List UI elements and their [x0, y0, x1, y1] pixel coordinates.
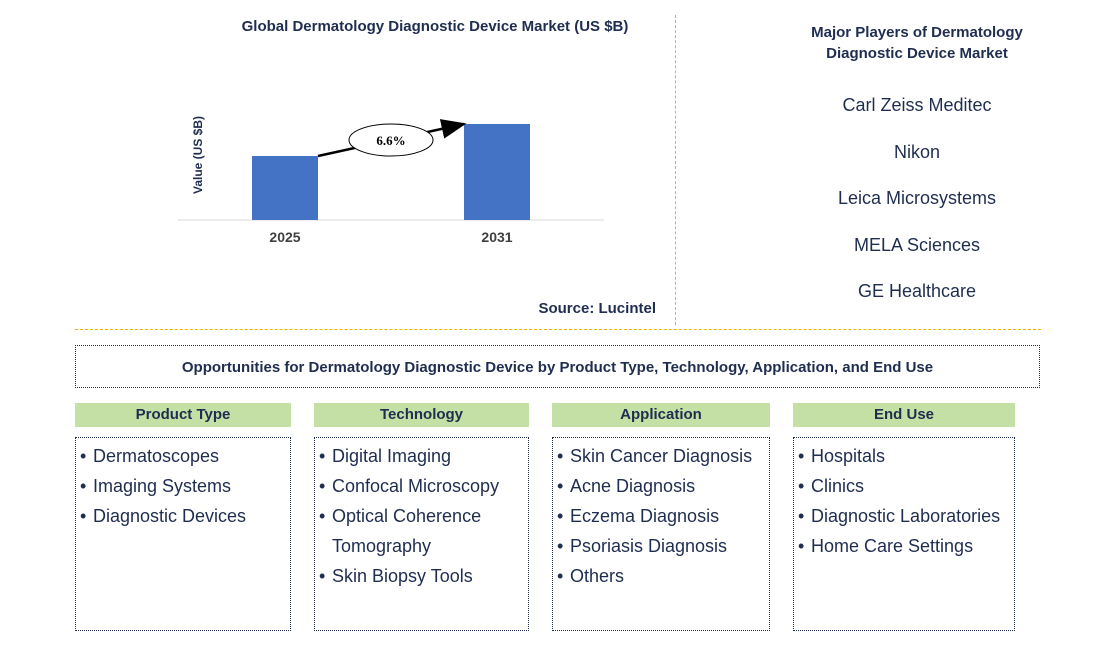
- x-tick-label: 2031: [481, 229, 512, 245]
- player-item: Carl Zeiss Meditec: [842, 95, 992, 115]
- list-item: Diagnostic Devices: [80, 501, 286, 531]
- x-tick-label: 2025: [269, 229, 300, 245]
- list-item: Psoriasis Diagnosis: [557, 531, 765, 561]
- list-item: Dermatoscopes: [80, 441, 286, 471]
- growth-rate-bubble: [348, 123, 434, 157]
- category-box-application: Skin Cancer Diagnosis Acne Diagnosis Ecz…: [552, 437, 770, 631]
- player-item: MELA Sciences: [853, 234, 981, 255]
- list-item: Others: [557, 561, 765, 591]
- category-box-technology: Digital Imaging Confocal Microscopy Opti…: [314, 437, 529, 631]
- player-item: Nikon: [893, 141, 941, 162]
- players-title: Major Players of Dermatology Diagnostic …: [811, 24, 1023, 62]
- list-item: Eczema Diagnosis: [557, 501, 765, 531]
- category-heading-end-use: End Use: [793, 403, 1015, 427]
- list-item: Digital Imaging: [319, 441, 524, 471]
- list-item: Diagnostic Laboratories: [798, 501, 1010, 531]
- y-axis-label: Value (US $B): [191, 116, 205, 194]
- list-item: Acne Diagnosis: [557, 471, 765, 501]
- list-item: Confocal Microscopy: [319, 471, 524, 501]
- category-heading-application: Application: [552, 403, 770, 427]
- list-item: Skin Cancer Diagnosis: [557, 441, 765, 471]
- category-heading-product-type: Product Type: [75, 403, 291, 427]
- list-item: Optical Coherence Tomography: [319, 501, 524, 561]
- list-item: Home Care Settings: [798, 531, 1010, 561]
- horizontal-divider: [75, 329, 1041, 330]
- source-label: Source: Lucintel: [538, 300, 656, 317]
- list-item: Skin Biopsy Tools: [319, 561, 524, 591]
- player-item: Leica Microsystems: [837, 188, 997, 208]
- category-heading-technology: Technology: [314, 403, 529, 427]
- vertical-divider: [675, 15, 676, 325]
- opportunities-title: Opportunities for Dermatology Diagnostic…: [75, 345, 1040, 388]
- list-item: Hospitals: [798, 441, 1010, 471]
- category-box-end-use: Hospitals Clinics Diagnostic Laboratorie…: [793, 437, 1015, 631]
- bar-2031: [464, 124, 530, 220]
- players-list: Carl Zeiss Meditec Nikon Leica Microsyst…: [787, 90, 1047, 323]
- chart-title: Global Dermatology Diagnostic Device Mar…: [241, 18, 629, 35]
- list-item: Imaging Systems: [80, 471, 286, 501]
- list-item: Clinics: [798, 471, 1010, 501]
- growth-rate-label: 6.6%: [376, 133, 405, 148]
- player-item: GE Healthcare: [857, 281, 977, 301]
- category-box-product-type: Dermatoscopes Imaging Systems Diagnostic…: [75, 437, 291, 631]
- bar-2025: [252, 156, 318, 220]
- bar-chart: Value (US $B) 2025 2031 6.6%: [178, 116, 604, 245]
